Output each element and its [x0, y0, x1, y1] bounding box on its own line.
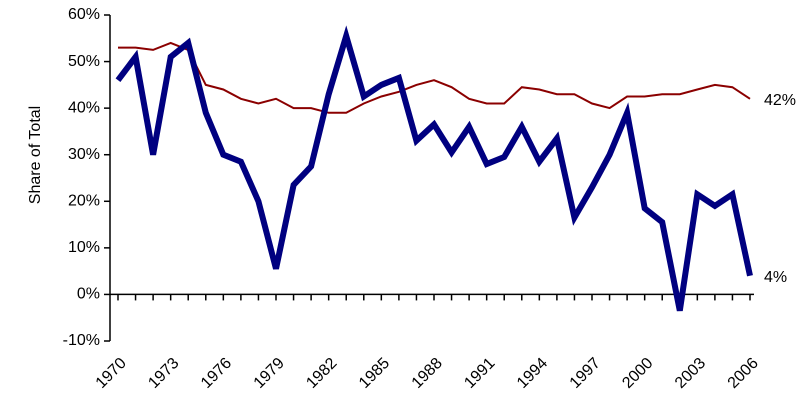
- x-tick-label: 1973: [145, 355, 182, 392]
- x-tick-label: 1994: [514, 355, 551, 392]
- series-line: [115, 25, 753, 312]
- series-line: [118, 41, 751, 114]
- y-tick-label: 0%: [77, 286, 100, 303]
- y-axis-label: Share of Total: [27, 106, 44, 204]
- y-tick-label: 60%: [68, 6, 100, 23]
- x-tick-label: 1979: [251, 355, 288, 392]
- y-tick-label: 10%: [68, 239, 100, 256]
- x-tick-label: 1982: [303, 355, 340, 392]
- x-tick-label: 1976: [198, 355, 235, 392]
- x-tick-label: 1988: [409, 355, 446, 392]
- x-tick-label: 2003: [672, 355, 709, 392]
- x-tick-label: 2006: [725, 355, 762, 392]
- y-tick-label: 40%: [68, 99, 100, 116]
- y-tick-label: 50%: [68, 53, 100, 70]
- y-tick-label: 30%: [68, 146, 100, 163]
- end-label: 42%: [764, 92, 796, 109]
- x-tick-label: 1985: [356, 355, 393, 392]
- x-tick-label: 2000: [619, 355, 656, 392]
- x-tick-label: 1997: [567, 355, 604, 392]
- y-tick-label: 20%: [68, 193, 100, 210]
- x-tick-label: 1991: [461, 355, 498, 392]
- y-tick-label: -10%: [63, 332, 100, 349]
- end-label: 4%: [764, 269, 787, 286]
- x-tick-label: 1970: [93, 355, 130, 392]
